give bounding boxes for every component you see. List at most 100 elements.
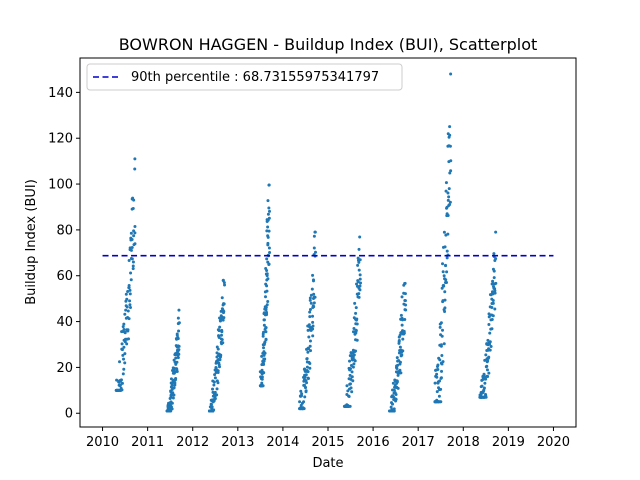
data-point [122,327,126,331]
data-point [358,277,362,281]
data-point [443,298,447,302]
data-point [265,272,269,276]
data-point [358,273,362,277]
data-point [177,344,181,348]
data-point [267,183,271,187]
data-point [350,375,354,379]
data-point [437,394,441,398]
data-point [488,342,492,346]
data-point [397,359,401,363]
data-point [260,381,264,385]
data-point [313,230,317,234]
data-point [261,334,265,338]
data-point [266,243,270,247]
data-point [354,349,358,353]
data-point [306,370,310,374]
data-point [127,317,131,321]
data-point [309,349,313,353]
data-point [173,381,177,385]
data-point [266,277,270,281]
data-point [397,338,401,342]
data-point [129,278,133,282]
data-point [488,331,492,335]
data-point [265,311,269,315]
data-point [442,230,446,234]
data-point [401,337,405,341]
data-point [218,358,222,362]
data-point [303,395,307,399]
data-point [435,375,439,379]
data-point [444,189,448,193]
data-point [490,327,494,331]
data-point [213,373,217,377]
data-point [177,352,181,356]
data-point [124,308,128,312]
data-point [133,231,137,235]
data-point [172,393,176,397]
data-point [448,144,452,148]
data-point [391,381,395,385]
data-point [354,311,358,315]
data-point [217,329,221,333]
data-point [175,367,179,371]
data-point [305,381,309,385]
data-point [493,307,497,311]
data-point [351,365,355,369]
data-point [492,252,496,256]
data-point [444,181,448,185]
data-point [486,374,490,378]
data-point [123,361,127,365]
data-point [448,125,452,129]
data-point [308,344,312,348]
data-point [403,299,407,303]
data-point [212,408,216,412]
data-point [487,322,491,326]
data-point [436,367,440,371]
data-point [479,392,483,396]
data-point [352,327,356,331]
data-point [494,281,498,285]
data-point [449,72,453,76]
data-point [260,368,264,372]
data-point [440,369,444,373]
data-point [120,388,124,392]
data-point [442,274,446,278]
data-point [176,356,180,360]
data-point [122,322,126,326]
data-point [395,366,399,370]
data-point [260,377,264,381]
data-point [482,386,486,390]
data-point [220,328,224,332]
data-point [350,370,354,374]
data-point [265,269,269,273]
data-point [311,334,315,338]
data-point [392,388,396,392]
data-point [449,159,453,163]
data-point [311,324,315,328]
data-point [222,309,226,313]
data-point [177,321,181,325]
data-point [358,258,362,262]
data-point [355,338,359,342]
data-point [213,376,217,380]
data-point [440,353,444,357]
y-tick-label: 100 [48,178,73,193]
data-point [130,257,134,261]
data-point [121,353,125,357]
data-point [305,357,309,361]
data-point [312,301,316,305]
data-point [130,245,134,249]
data-point [484,377,488,381]
data-point [448,200,452,204]
data-point [404,308,408,312]
data-point [312,305,316,309]
data-point [482,372,486,376]
data-point [131,207,135,211]
data-point [266,225,270,229]
data-point [447,187,451,191]
data-point [213,397,217,401]
data-point [401,349,405,353]
data-point [304,373,308,377]
data-point [266,235,270,239]
